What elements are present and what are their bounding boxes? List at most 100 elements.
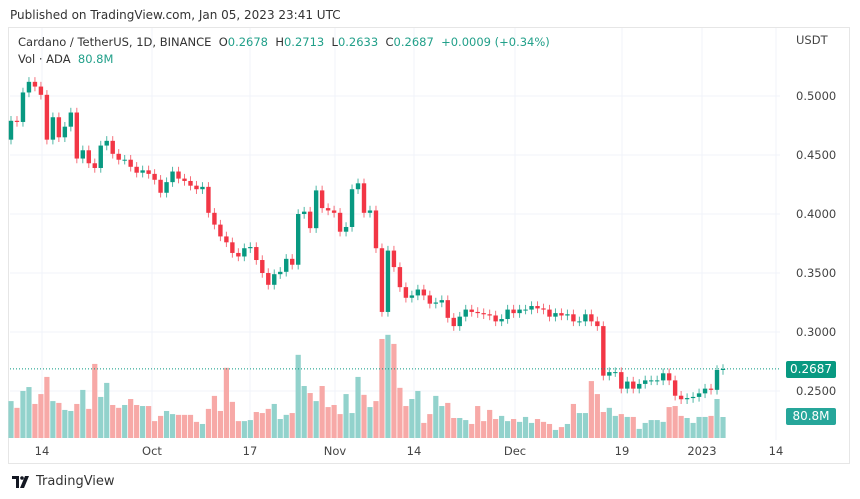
volume-bar	[313, 401, 319, 438]
volume-bar	[104, 382, 110, 438]
volume-bar	[510, 419, 517, 438]
candle-body	[236, 252, 241, 257]
volume-bar	[295, 354, 301, 438]
candle-body	[8, 120, 14, 140]
volume-bar	[720, 417, 726, 438]
candle-body	[439, 300, 444, 303]
candle-body	[451, 317, 456, 327]
time-axis: 14 Oct 17 Nov 14 Dec 19 2023 14	[35, 444, 784, 458]
volume-bar	[672, 406, 678, 438]
candle-body	[613, 372, 618, 374]
candle-body	[140, 170, 145, 173]
candle-body	[164, 182, 169, 193]
candle-body	[433, 302, 439, 304]
candle-body	[272, 274, 277, 285]
candle-body	[295, 214, 301, 265]
candle-body	[523, 309, 528, 311]
volume-bar	[187, 414, 194, 438]
volume-bar	[409, 399, 415, 438]
time-tick-label: 14	[769, 444, 784, 458]
candle-body	[445, 300, 450, 318]
candle-body	[80, 150, 85, 159]
candle-body	[547, 309, 552, 317]
volume-bar	[337, 414, 343, 438]
candle-body	[116, 153, 121, 160]
candle-body	[421, 289, 427, 296]
volume-bar	[475, 406, 481, 438]
volume-bar	[181, 414, 188, 438]
candle-body	[134, 166, 139, 173]
volume-bar	[445, 402, 451, 438]
candle-body	[20, 92, 26, 122]
candle-body	[601, 326, 606, 376]
candle-body	[319, 190, 325, 209]
candle-body	[487, 314, 492, 316]
volume-bar	[582, 413, 588, 438]
low-label: L	[331, 35, 338, 49]
volume-bar	[612, 415, 618, 438]
tradingview-logo-icon	[12, 475, 29, 488]
volume-bar	[110, 404, 116, 438]
candle-body	[104, 140, 109, 146]
time-tick-label: 19	[615, 444, 630, 458]
candle-body	[176, 171, 181, 179]
candle-body	[62, 126, 68, 138]
candle-body	[397, 267, 403, 288]
volume-bar	[606, 407, 612, 438]
volume-bar	[62, 409, 68, 438]
open-value: 0.2678	[227, 35, 268, 49]
candle-body	[122, 159, 127, 161]
volume-bar	[433, 395, 439, 438]
candle-body	[230, 242, 235, 253]
volume-bar	[325, 407, 331, 438]
candle-body	[379, 248, 385, 312]
candle-body	[284, 258, 289, 272]
candle-body	[68, 112, 74, 127]
volume-bar	[169, 414, 176, 438]
volume-bar	[678, 415, 684, 438]
candle-body	[337, 212, 343, 232]
price-tick-label: 0.4000	[796, 207, 836, 221]
candle-body	[361, 183, 367, 213]
volume-bar	[654, 420, 660, 438]
candle-body	[457, 316, 462, 327]
volume-bar	[14, 407, 20, 438]
candle-body	[212, 212, 217, 225]
price-tick-label: 0.2500	[796, 384, 836, 398]
volume-bar	[696, 416, 702, 438]
volume-bar	[157, 415, 164, 438]
volume-bar	[487, 409, 493, 438]
candle-body	[529, 306, 534, 310]
time-tick-label: 2023	[687, 444, 716, 458]
candle-body	[565, 314, 570, 316]
volume-bar	[451, 417, 457, 438]
volume-bar	[92, 363, 98, 438]
candle-body	[571, 314, 576, 322]
volume-bar	[307, 393, 313, 438]
footer-brand[interactable]: TradingView	[12, 474, 115, 489]
volume-bar	[128, 399, 134, 438]
volume-bar	[98, 396, 104, 438]
candle-body	[517, 309, 522, 314]
candle-body	[331, 210, 337, 213]
candle-body	[391, 250, 397, 268]
candle-body	[589, 314, 594, 322]
candle-body	[720, 368, 726, 370]
candle-body	[385, 250, 391, 312]
volume-bar	[708, 415, 714, 438]
candle-body	[74, 112, 80, 159]
volume-bar	[56, 402, 62, 438]
volume-bar	[140, 406, 146, 438]
candle-body	[672, 380, 678, 396]
close-label: C	[385, 35, 394, 49]
time-tick-label: 14	[35, 444, 50, 458]
volume-bar	[552, 429, 559, 438]
volume-bar	[702, 416, 708, 438]
candle-body	[307, 211, 313, 229]
candle-body	[152, 173, 157, 180]
candle-body	[218, 224, 223, 237]
price-tick-label: 0.4500	[796, 148, 836, 162]
candle-body	[50, 117, 56, 140]
brand-name: TradingView	[36, 474, 115, 489]
